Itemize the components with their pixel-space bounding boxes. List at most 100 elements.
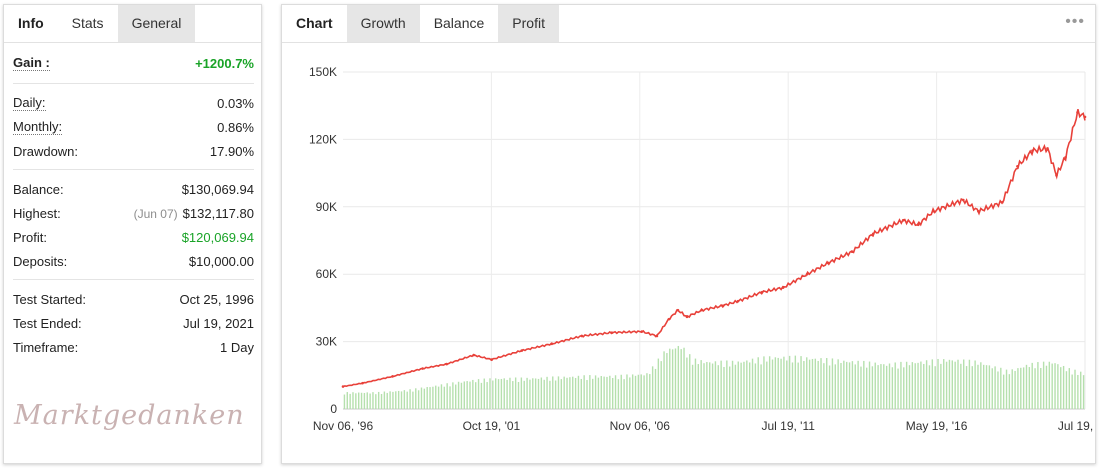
volume-bar [900, 361, 902, 409]
balance-point [685, 315, 689, 319]
volume-bar [766, 361, 768, 409]
volume-bar [594, 375, 597, 409]
volume-bar [423, 388, 426, 409]
volume-bar [860, 366, 862, 409]
volume-bar [800, 356, 802, 409]
tab-growth[interactable]: Growth [346, 5, 420, 42]
tab-chart[interactable]: Chart [296, 15, 333, 31]
balance-point [781, 286, 785, 289]
gain-label[interactable]: Gain : [13, 54, 50, 71]
balance-point [760, 290, 764, 294]
volume-bar [925, 360, 928, 409]
volume-bar [386, 392, 388, 409]
volume-bar [831, 358, 834, 409]
volume-bar [480, 382, 483, 409]
monthly-label[interactable]: Monthly: [13, 118, 63, 135]
test-ended-label: Test Ended: [13, 315, 82, 331]
balance-point [1001, 201, 1004, 204]
volume-bar [1034, 368, 1036, 409]
more-horizontal-icon[interactable]: ••• [1065, 13, 1085, 30]
volume-bar [934, 366, 936, 409]
volume-bar [383, 391, 386, 409]
volume-bar [514, 377, 517, 409]
x-tick-label: Oct 19, '01 [463, 419, 521, 433]
volume-bar [748, 362, 751, 409]
volume-bar [603, 376, 605, 409]
volume-bar [897, 368, 899, 409]
volume-bar [363, 392, 366, 409]
chart-panel: Chart Growth Balance Profit ••• 0 30K 60K 9… [281, 4, 1096, 464]
gain-value: +1200.7% [195, 55, 254, 71]
volume-bar [1062, 365, 1065, 409]
volume-bar [923, 363, 925, 409]
balance-point [1076, 111, 1079, 114]
volume-bar [446, 383, 448, 409]
y-tick-label: 90K [316, 200, 337, 214]
volume-bar [954, 361, 956, 409]
volume-bar [1011, 369, 1013, 409]
y-tick-label: 150K [309, 65, 337, 79]
volume-bar [811, 358, 814, 409]
tab-profit[interactable]: Profit [498, 5, 559, 42]
volume-bar [631, 374, 634, 409]
volume-bar [1065, 371, 1068, 409]
volume-bar [865, 367, 868, 409]
highest-value-wrap: (Jun 07) $132,117.80 [134, 206, 254, 221]
volume-bar [974, 360, 976, 409]
volume-bar [529, 379, 531, 409]
volume-bar [634, 375, 637, 409]
volume-bar [1082, 375, 1085, 409]
volume-bar [426, 387, 428, 409]
tab-stats[interactable]: Stats [57, 5, 118, 42]
daily-value: 0.03% [217, 95, 254, 111]
volume-bar [666, 353, 668, 409]
volume-bar [937, 358, 939, 409]
y-tick-label: 120K [309, 132, 337, 146]
deposits-label: Deposits: [13, 253, 68, 269]
test-ended-row: Test Ended: Jul 19, 2021 [13, 311, 254, 335]
balance-point [826, 261, 830, 265]
volume-bar [1000, 367, 1002, 409]
volume-bar [669, 348, 671, 409]
deposits-row: Deposits: $10,000.00 [13, 249, 254, 273]
volume-bar [1080, 371, 1082, 409]
volume-bar [874, 362, 876, 409]
volume-bar [826, 358, 828, 409]
volume-bar [1040, 367, 1042, 409]
volume-bar [940, 363, 942, 409]
volume-bar [1045, 365, 1048, 409]
volume-bar [534, 378, 537, 409]
volume-bar [543, 379, 545, 409]
volume-bar [400, 391, 403, 409]
x-tick-label: May 19, '16 [906, 419, 968, 433]
volume-bar [737, 361, 739, 409]
volume-bar [546, 376, 548, 409]
volume-bar [982, 364, 985, 409]
volume-bar [868, 361, 871, 409]
balance-point [977, 209, 980, 213]
tab-info[interactable]: Info [18, 15, 44, 31]
tabs-divider [4, 42, 261, 43]
volume-bar [460, 382, 463, 409]
tab-general[interactable]: General [117, 5, 196, 42]
volume-bar [643, 375, 645, 409]
balance-value: $130,069.94 [181, 181, 254, 197]
volume-bar [497, 379, 500, 409]
volume-bar [985, 365, 988, 409]
volume-bar [397, 390, 400, 409]
monthly-value: 0.86% [217, 119, 254, 135]
balance-point [520, 349, 524, 352]
volume-bar [851, 361, 854, 409]
volume-bar [683, 347, 685, 409]
volume-bar [409, 389, 411, 409]
balance-point [490, 358, 494, 361]
tab-balance[interactable]: Balance [419, 5, 499, 42]
daily-label[interactable]: Daily: [13, 94, 46, 111]
volume-bar [572, 376, 574, 409]
volume-bar [569, 377, 571, 409]
volume-bar [971, 366, 973, 409]
balance-point [931, 209, 935, 213]
volume-bar [589, 375, 591, 409]
volume-bar [617, 379, 620, 409]
test-ended-value: Jul 19, 2021 [183, 315, 254, 331]
